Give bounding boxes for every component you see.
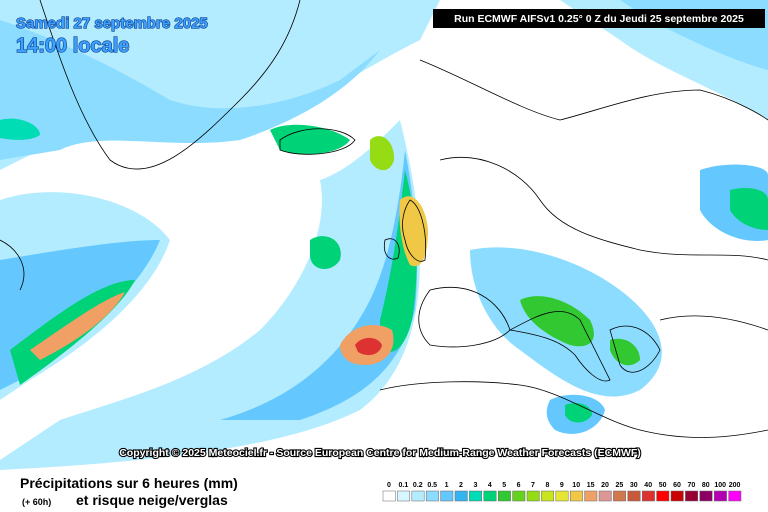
legend-swatch [469, 490, 483, 502]
color-scale: 0 0.1 0.2 0.5 1 2 3 4 5 6 7 8 9 10 15 20 25 30 40 50 60 70 80 1… [382, 482, 742, 502]
legend-label: 20 [601, 482, 609, 489]
legend-label: 5 [502, 482, 506, 489]
legend-label: 15 [587, 482, 595, 489]
legend-label: 7 [531, 482, 535, 489]
legend-label: 60 [673, 482, 681, 489]
legend-swatch [512, 490, 526, 502]
legend-swatch [728, 490, 742, 502]
legend-swatch [555, 490, 569, 502]
legend-swatch [497, 490, 511, 502]
legend-swatch [483, 490, 497, 502]
legend-label: 70 [688, 482, 696, 489]
legend-label: 0.2 [413, 482, 423, 489]
date: Samedi 27 septembre 2025 [16, 15, 208, 32]
legend-swatch [397, 490, 411, 502]
time: 14:00 locale [16, 35, 129, 57]
run-box [433, 9, 765, 28]
legend-swatch [526, 490, 540, 502]
legend-swatch [670, 490, 684, 502]
legend-label: 40 [644, 482, 652, 489]
legend-swatch [685, 490, 699, 502]
legend-label: 50 [659, 482, 667, 489]
copyright: Copyright © 2025 Meteociel.fr - Source E… [119, 447, 641, 459]
legend-swatch [598, 490, 612, 502]
run-info: Run ECMWF AIFSv1 0.25° 0 Z du Jeudi 25 s… [454, 13, 744, 25]
legend-label: 0.1 [399, 482, 409, 489]
legend-label: 3 [473, 482, 477, 489]
legend-swatch [613, 490, 627, 502]
legend-label: 10 [572, 482, 580, 489]
legend-swatch [541, 490, 555, 502]
legend-swatch [641, 490, 655, 502]
legend-label: 4 [488, 482, 492, 489]
legend-swatch [440, 490, 454, 502]
legend-swatch [569, 490, 583, 502]
legend-label: 0 [387, 482, 391, 489]
legend-label: 80 [702, 482, 710, 489]
legend-subtitle: et risque neige/verglas [76, 492, 228, 508]
legend-label: 0.5 [427, 482, 437, 489]
legend-label: 100 [714, 482, 726, 489]
legend-swatch [454, 490, 468, 502]
legend-label: 9 [560, 482, 564, 489]
legend-label: 6 [517, 482, 521, 489]
legend-label: 1 [445, 482, 449, 489]
legend-label: 8 [545, 482, 549, 489]
legend-swatch [656, 490, 670, 502]
legend-swatch [411, 490, 425, 502]
legend-label: 200 [729, 482, 741, 489]
legend-swatch [699, 490, 713, 502]
legend-swatch [627, 490, 641, 502]
legend-swatch [713, 490, 727, 502]
legend-label: 2 [459, 482, 463, 489]
map [0, 0, 768, 470]
legend-swatch [425, 490, 439, 502]
legend-label: 30 [630, 482, 638, 489]
legend-swatch [382, 490, 396, 502]
legend-lead: (+ 60h) [22, 497, 51, 507]
legend-swatch [584, 490, 598, 502]
legend-title: Précipitations sur 6 heures (mm) [20, 475, 238, 491]
legend-label: 25 [616, 482, 624, 489]
